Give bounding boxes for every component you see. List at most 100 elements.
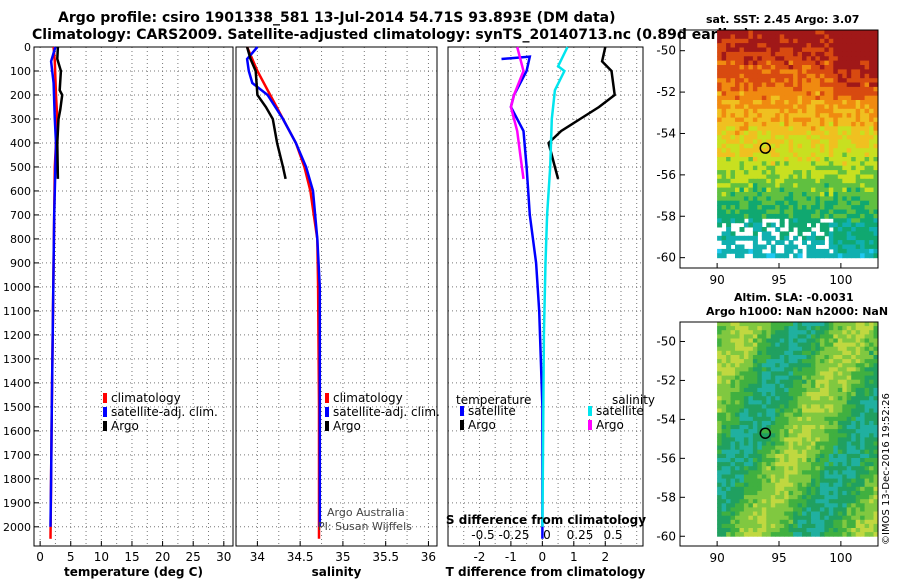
- map-cell: [837, 416, 843, 422]
- map-cell: [788, 139, 794, 145]
- map-cell: [846, 326, 852, 331]
- map-cell: [779, 342, 785, 348]
- map-cell: [873, 113, 879, 119]
- map-cell: [735, 192, 740, 197]
- map-cell: [726, 495, 732, 500]
- map-cell: [793, 253, 799, 259]
- map-cell: [779, 235, 785, 241]
- map-cell: [837, 392, 843, 397]
- map-cell: [735, 130, 740, 136]
- map-cell: [748, 38, 754, 44]
- map-cell: [797, 346, 803, 352]
- map-cell: [819, 139, 825, 145]
- map-cell: [757, 56, 763, 62]
- y-tick-label: -54: [656, 412, 676, 426]
- map-cell: [860, 322, 866, 327]
- map-cell: [873, 205, 879, 210]
- map-cell: [828, 187, 834, 193]
- map-cell: [837, 152, 843, 158]
- map-cell: [837, 371, 843, 376]
- map-cell: [833, 392, 839, 397]
- map-cell: [766, 408, 772, 414]
- map-cell: [779, 222, 785, 228]
- map-cell: [775, 350, 781, 356]
- map-cell: [833, 222, 839, 228]
- map-cell: [743, 507, 749, 512]
- map-cell: [770, 253, 776, 259]
- map-cell: [860, 462, 866, 467]
- map-cell: [775, 95, 781, 101]
- legend-label: satellite: [468, 404, 516, 418]
- map-cell: [735, 152, 740, 158]
- map-cell: [739, 486, 745, 492]
- map-cell: [730, 69, 736, 75]
- map-cell: [873, 69, 879, 75]
- map-cell: [775, 507, 781, 512]
- map-cell: [802, 34, 807, 40]
- map-cell: [793, 495, 799, 500]
- map-cell: [828, 416, 834, 422]
- map-cell: [797, 486, 803, 492]
- map-cell: [864, 34, 870, 40]
- map-cell: [815, 387, 821, 393]
- map-cell: [873, 139, 879, 145]
- map-cell: [752, 126, 758, 132]
- map-cell: [775, 240, 781, 245]
- map-cell: [739, 174, 745, 180]
- map-cell: [864, 117, 870, 123]
- map-cell: [864, 532, 870, 537]
- map-cell: [775, 462, 781, 467]
- map-cell: [775, 148, 781, 154]
- map-cell: [797, 523, 803, 529]
- map-cell: [788, 192, 794, 197]
- map-cell: [846, 148, 852, 154]
- map-cell: [824, 346, 830, 352]
- map-cell: [873, 135, 879, 140]
- map-cell: [837, 161, 843, 167]
- annotation-line1: Argo Australia: [327, 506, 405, 519]
- map-cell: [739, 363, 745, 368]
- map-cell: [828, 441, 834, 447]
- map-cell: [860, 412, 866, 418]
- map-cell: [730, 507, 736, 512]
- map-cell: [752, 51, 758, 57]
- map-cell: [743, 78, 749, 84]
- map-cell: [842, 100, 848, 105]
- map-cell: [869, 326, 875, 331]
- map-cell: [748, 82, 754, 88]
- map-cell: [770, 437, 776, 442]
- map-cell: [717, 338, 723, 344]
- map-cell: [833, 227, 839, 232]
- map-cell: [873, 209, 879, 215]
- map-cell: [842, 528, 848, 533]
- map-cell: [739, 400, 745, 405]
- map-cell: [819, 342, 825, 348]
- map-cell: [842, 511, 848, 517]
- map-cell: [819, 69, 825, 75]
- map-cell: [851, 387, 857, 393]
- map-cell: [784, 507, 790, 512]
- map-cell: [743, 30, 749, 35]
- map-cell: [793, 437, 799, 442]
- map-cell: [864, 69, 870, 75]
- map-cell: [730, 91, 736, 97]
- map-cell: [779, 470, 785, 475]
- map-cell: [815, 65, 821, 70]
- map-cell: [748, 478, 754, 484]
- map-cell: [855, 91, 861, 97]
- map-cell: [735, 73, 740, 79]
- map-cell: [806, 486, 812, 492]
- map-cell: [819, 359, 825, 364]
- map-cell: [779, 400, 785, 405]
- map-cell: [802, 507, 807, 512]
- map-cell: [819, 240, 825, 245]
- map-cell: [766, 449, 772, 455]
- map-cell: [855, 222, 861, 228]
- map-cell: [793, 117, 799, 123]
- map-cell: [797, 126, 803, 132]
- map-cell: [757, 209, 763, 215]
- map-cell: [819, 375, 825, 381]
- map-cell: [842, 69, 848, 75]
- map-cell: [855, 30, 861, 35]
- map-cell: [855, 47, 861, 53]
